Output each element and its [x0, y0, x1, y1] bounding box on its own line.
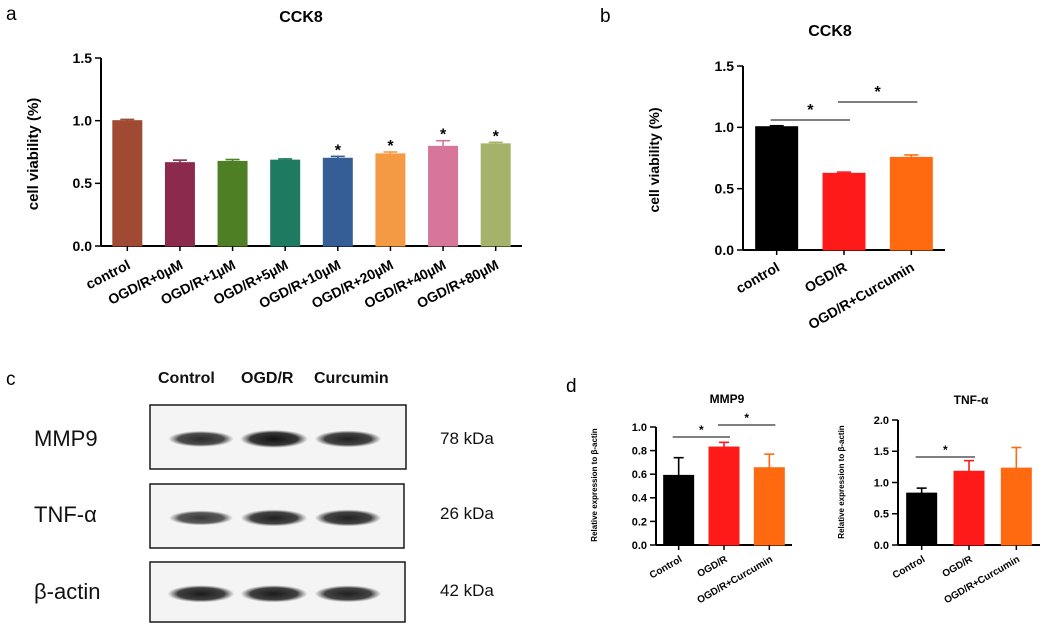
- blot-band: [314, 585, 382, 603]
- y-axis-label: Relative expression to β-actin: [590, 428, 599, 541]
- bar: [322, 157, 353, 247]
- significance-star: *: [744, 411, 749, 425]
- chart-title: TNF-α: [954, 393, 989, 407]
- y-tick-label: 0.5: [73, 175, 93, 191]
- blot-band: [314, 430, 382, 448]
- significance-star: *: [493, 128, 500, 145]
- y-tick-label: 0.5: [874, 509, 889, 521]
- y-tick-label: 1.0: [874, 477, 889, 489]
- x-tick-label: OGD/R: [696, 554, 731, 580]
- x-tick-label: OGD/R: [941, 554, 976, 580]
- y-tick-label: 0.5: [715, 181, 735, 197]
- blot-column-header: Curcumin: [314, 370, 389, 387]
- y-tick-label: 0.6: [632, 469, 647, 481]
- y-tick-label: 1.5: [874, 446, 889, 458]
- y-tick-label: 1.0: [73, 113, 93, 129]
- bar: [755, 126, 799, 251]
- significance-star: *: [440, 127, 447, 144]
- chart-d-mmp9: MMP9 Relative expression to β-actin 0.0 0.2…: [590, 392, 792, 606]
- y-axis-label: cell viability (%): [646, 107, 662, 212]
- bar: [708, 446, 740, 546]
- blot-band: [167, 585, 235, 603]
- x-tick-label: OGD/R+Curcumin: [695, 554, 774, 606]
- y-tick-label: 0.0: [73, 238, 93, 254]
- chart-d-tnf: TNF-α Relative expression to β-actin 0.0 0.…: [837, 393, 1040, 606]
- bar: [753, 467, 785, 546]
- bar: [480, 143, 511, 247]
- y-tick-label: 0.0: [874, 540, 889, 552]
- y-tick-label: 0.2: [632, 516, 647, 528]
- chart-title: CCK8: [279, 9, 323, 26]
- y-tick-label: 0.0: [715, 242, 735, 258]
- y-axis-label: cell viability (%): [25, 98, 42, 211]
- bar: [663, 474, 695, 546]
- blot-kda-label: 26 kDa: [440, 504, 494, 523]
- blot-kda-label: 42 kDa: [440, 581, 494, 600]
- y-tick-label: 2.0: [874, 415, 889, 427]
- y-tick-label: 1.5: [715, 58, 735, 74]
- blot-row-label: β-actin: [34, 579, 100, 604]
- chart-title: CCK8: [808, 23, 852, 40]
- chart-b-cck8-curcumin: CCK8 cell viability (%) 0.0 0.5 1.0 1.5 contro…: [646, 23, 945, 332]
- blot-row-label: MMP9: [34, 426, 98, 451]
- bar: [217, 160, 248, 247]
- significance-star: *: [335, 142, 342, 159]
- panel-label-d: d: [566, 376, 577, 397]
- x-tick-label: control: [733, 259, 782, 297]
- significance-star: *: [807, 102, 814, 119]
- y-tick-label: 0.8: [632, 445, 647, 457]
- bar: [889, 156, 933, 251]
- significance-star: *: [387, 138, 394, 155]
- blot-band: [168, 430, 234, 447]
- panel-label-c: c: [6, 369, 16, 390]
- blot-column-header: Control: [158, 370, 215, 387]
- significance-star: *: [943, 443, 948, 457]
- bar: [164, 162, 195, 247]
- chart-title: MMP9: [710, 392, 745, 406]
- blot-row-label: TNF-α: [34, 502, 97, 527]
- x-tick-label: OGD/R: [802, 259, 850, 296]
- panel-label-b: b: [600, 6, 611, 27]
- panel-label-a: a: [6, 4, 17, 25]
- bar: [953, 470, 985, 546]
- bar: [112, 120, 143, 247]
- bar: [906, 492, 938, 546]
- x-tick-label: Control: [891, 554, 927, 581]
- bar: [270, 159, 301, 247]
- y-tick-label: 1.0: [715, 119, 735, 135]
- blot-band: [240, 585, 308, 603]
- bar: [822, 172, 866, 251]
- y-axis-label: Relative expression to β-actin: [837, 425, 846, 538]
- blot-band: [240, 429, 308, 448]
- y-tick-label: 1.0: [632, 422, 647, 434]
- x-tick-label: Control: [648, 554, 684, 581]
- significance-star: *: [875, 84, 882, 101]
- y-tick-label: 0.4: [632, 493, 648, 505]
- blot-band: [240, 509, 308, 527]
- blot-column-header: OGD/R: [241, 370, 294, 387]
- y-tick-label: 1.5: [73, 50, 93, 66]
- bar: [428, 145, 459, 247]
- y-tick-label: 0.0: [632, 540, 647, 552]
- western-blot-panel: Control OGD/R Curcumin MMP9 TNF-α β-acti…: [34, 370, 494, 623]
- blot-band: [169, 510, 233, 526]
- significance-star: *: [699, 423, 704, 437]
- bar: [1000, 467, 1032, 546]
- bar: [375, 153, 406, 247]
- blot-kda-label: 78 kDa: [440, 429, 494, 448]
- blot-band: [314, 509, 382, 527]
